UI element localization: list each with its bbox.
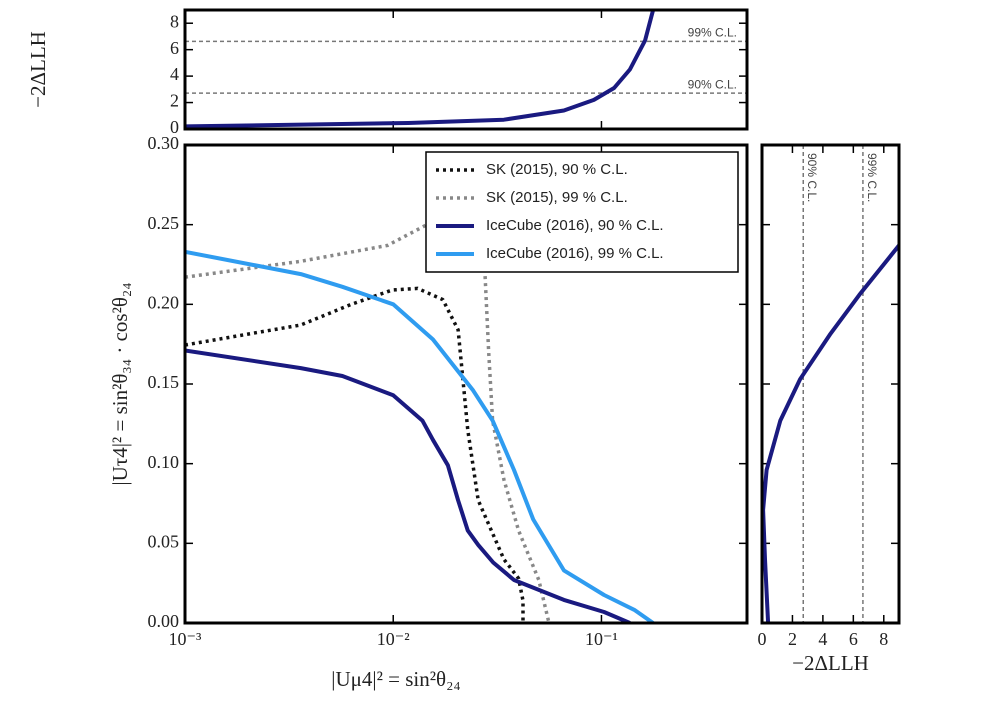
x-tick-label: 4 bbox=[818, 629, 827, 649]
legend-label: IceCube (2016), 99 % C.L. bbox=[486, 245, 664, 262]
y-tick-label: 0.30 bbox=[148, 133, 180, 153]
y-tick-label: 4 bbox=[170, 64, 179, 84]
plot-area bbox=[762, 244, 899, 623]
y-tick-label: 0 bbox=[170, 117, 179, 137]
y-axis-label: −2ΔLLH bbox=[26, 31, 50, 108]
plot-area bbox=[185, 10, 656, 129]
plot-area bbox=[185, 213, 655, 623]
y-tick-label: 6 bbox=[170, 38, 179, 58]
reference-label: 99% C.L. bbox=[865, 153, 879, 202]
x-axis-label: −2ΔLLH bbox=[792, 651, 869, 675]
series-line bbox=[185, 286, 525, 623]
axes-frame bbox=[183, 143, 749, 625]
x-tick-label: 2 bbox=[788, 629, 797, 649]
y-tick-label: 0.05 bbox=[148, 531, 180, 551]
series-line bbox=[185, 213, 551, 623]
y-tick-label: 0.00 bbox=[148, 611, 180, 631]
series-line bbox=[185, 348, 631, 623]
series-line bbox=[185, 249, 655, 623]
reference-label: 99% C.L. bbox=[688, 26, 737, 40]
x-tick-label: 0 bbox=[758, 629, 767, 649]
x-tick-label: 10⁻¹ bbox=[585, 629, 618, 649]
series-line bbox=[762, 244, 899, 623]
x-axis-label: |Uμ4|² = sin²θ₂₄ bbox=[331, 667, 460, 691]
axes-frame bbox=[760, 143, 901, 625]
x-tick-label: 10⁻³ bbox=[169, 629, 203, 649]
legend-label: SK (2015), 99 % C.L. bbox=[486, 189, 628, 206]
y-tick-label: 8 bbox=[170, 11, 179, 31]
x-tick-label: 6 bbox=[849, 629, 858, 649]
axes-frame bbox=[183, 8, 749, 131]
legend-label: IceCube (2016), 90 % C.L. bbox=[486, 217, 664, 234]
x-tick-label: 10⁻² bbox=[377, 629, 410, 649]
y-axis-label: |Uτ4|² = sin²θ₃₄ · cos²θ₂₄ bbox=[108, 282, 132, 485]
y-tick-label: 0.25 bbox=[148, 213, 180, 233]
legend-label: SK (2015), 90 % C.L. bbox=[486, 161, 628, 178]
reference-label: 90% C.L. bbox=[688, 77, 737, 91]
y-tick-label: 2 bbox=[170, 91, 179, 111]
y-tick-label: 0.20 bbox=[148, 292, 180, 312]
series-line bbox=[185, 10, 656, 129]
legend-box bbox=[425, 151, 739, 273]
y-tick-label: 0.15 bbox=[148, 372, 180, 392]
x-tick-label: 8 bbox=[879, 629, 888, 649]
reference-label: 90% C.L. bbox=[805, 153, 819, 202]
y-tick-label: 0.10 bbox=[148, 452, 180, 472]
